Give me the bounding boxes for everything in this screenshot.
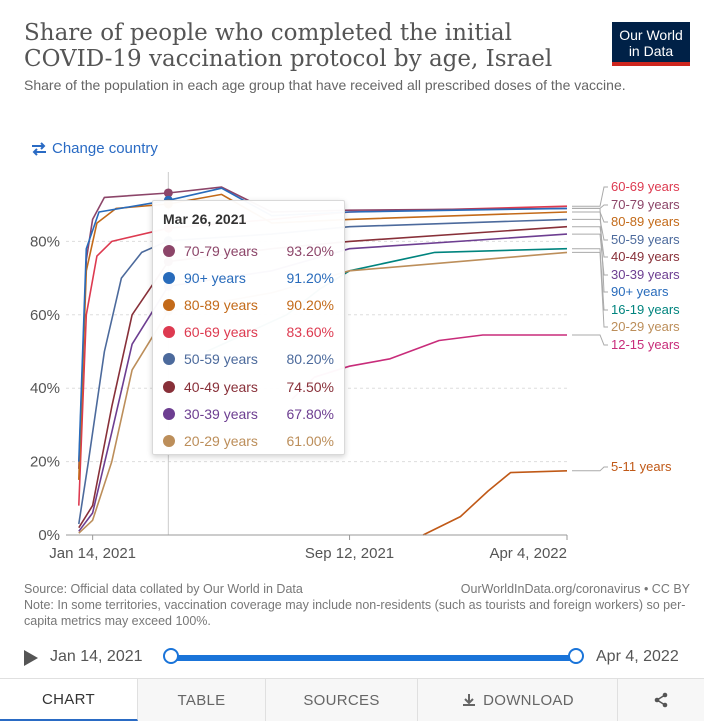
series-swatch [163,407,175,420]
logo-line-1: Our World [619,27,683,43]
tooltip-series-value: 91.20% [286,269,334,286]
tooltip-series-value: 83.60% [286,324,334,341]
series-line [422,470,568,536]
y-tick-label: 0% [38,527,60,544]
tooltip-row: 40-49 years 74.50% [163,373,334,400]
line-chart[interactable]: 0% 20% 40% 60% 80% Jan 14, 2021 Sep 12, 2021 Ap… [0,160,704,570]
tooltip-row: 80-89 years 90.20% [163,291,334,318]
tooltip-series-name: 70-79 years [184,242,258,259]
change-country-button[interactable]: Change country [30,140,158,157]
end-label: 40-49 years [611,249,680,264]
end-label: 50-59 years [611,232,680,247]
series-swatch [163,298,175,311]
tooltip-series-value: 74.50% [286,378,334,395]
tooltip-series-name: 80-89 years [184,296,258,313]
logo-line-2: in Data [628,43,674,59]
tooltip-row: 50-59 years 80.20% [163,346,334,373]
download-label: DOWNLOAD [483,691,574,709]
end-label-connector [572,207,608,293]
owid-logo[interactable]: Our World in Data [612,22,690,66]
series-swatch [163,326,175,339]
tooltip-series-name: 20-29 years [184,432,258,449]
series-swatch [163,271,175,284]
tooltip-series-value: 90.20% [286,296,334,313]
end-label-connector [572,211,608,223]
tooltip-series-name: 50-59 years [184,351,258,368]
timeline-end-label: Apr 4, 2022 [596,648,679,665]
tooltip-series-name: 40-49 years [184,378,258,395]
tab-table[interactable]: TABLE [138,679,266,721]
source-note: Source: Official data collated by Our Wo… [24,581,694,629]
timeline-end-handle[interactable] [568,648,584,664]
x-tick-label: Sep 12, 2021 [305,545,394,562]
end-label: 60-69 years [611,179,680,194]
tab-download[interactable]: DOWNLOAD [418,679,618,721]
tooltip-series-name: 30-39 years [184,405,258,422]
tab-chart[interactable]: CHART [0,679,138,721]
chart-subtitle: Share of the population in each age grou… [24,77,626,93]
end-label: 80-89 years [611,214,680,229]
source-text: Source: Official data collated by Our Wo… [24,582,303,596]
change-country-label: Change country [52,140,158,157]
y-tick-label: 80% [30,233,60,250]
timeline-track[interactable] [170,655,577,661]
end-label-connector [572,466,608,472]
tooltip-series-value: 80.20% [286,351,334,368]
series-swatch [163,380,175,393]
tooltip-date: Mar 26, 2021 [163,211,247,227]
end-label: 20-29 years [611,319,680,334]
timeline-start-handle[interactable] [163,648,179,664]
end-label: 90+ years [611,284,669,299]
end-label: 16-19 years [611,302,680,317]
chart-title: Share of people who completed the initia… [24,20,553,72]
tooltip-row: 60-69 years 83.60% [163,319,334,346]
x-tick-label: Jan 14, 2021 [49,545,136,562]
share-button[interactable] [618,679,704,721]
tooltip-series-value: 93.20% [286,242,334,259]
series-swatch [163,353,175,366]
swap-arrows-icon [32,141,46,156]
series-swatch [163,434,175,447]
x-tick-label: Apr 4, 2022 [489,545,567,562]
hover-point [163,188,173,198]
y-tick-label: 20% [30,454,60,471]
note-text: Note: In some territories, vaccination c… [24,598,686,628]
tooltip-row: 90+ years 91.20% [163,264,334,291]
end-label: 12-15 years [611,337,680,352]
tooltip-series-value: 61.00% [286,432,334,449]
tooltip-series-name: 90+ years [184,269,246,286]
end-label-connector [572,218,608,241]
end-label: 5-11 years [611,459,672,474]
play-icon[interactable] [24,650,38,666]
timeline: Jan 14, 2021 Apr 4, 2022 [24,644,694,672]
y-tick-label: 60% [30,307,60,324]
end-label-connector [572,251,608,328]
tooltip-row: 30-39 years 67.80% [163,400,334,427]
download-icon [463,694,476,706]
tooltip-row: 70-79 years 93.20% [163,237,334,264]
end-label-connector [572,248,608,311]
series-swatch [163,244,175,257]
tooltip-row: 20-29 years 61.00% [163,427,334,454]
share-icon [654,692,668,708]
tooltip-series-value: 67.80% [286,405,334,422]
source-link[interactable]: OurWorldInData.org/coronavirus • CC BY [460,582,690,596]
tab-sources[interactable]: SOURCES [266,679,418,721]
tooltip-series-name: 60-69 years [184,324,258,341]
end-label: 70-79 years [611,197,680,212]
hover-tooltip: Mar 26, 2021 70-79 years 93.20% 90+ years 9… [152,200,345,455]
end-label-connector [572,334,608,346]
end-label: 30-39 years [611,267,680,282]
tab-bar: CHART TABLE SOURCES DOWNLOAD [0,678,704,721]
timeline-start-label: Jan 14, 2021 [50,648,143,665]
end-label-connector [572,186,608,207]
y-tick-label: 40% [30,380,60,397]
